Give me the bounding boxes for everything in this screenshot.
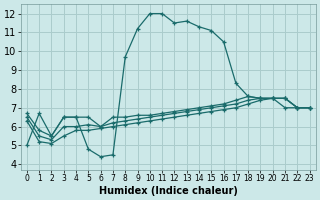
X-axis label: Humidex (Indice chaleur): Humidex (Indice chaleur) [99,186,238,196]
